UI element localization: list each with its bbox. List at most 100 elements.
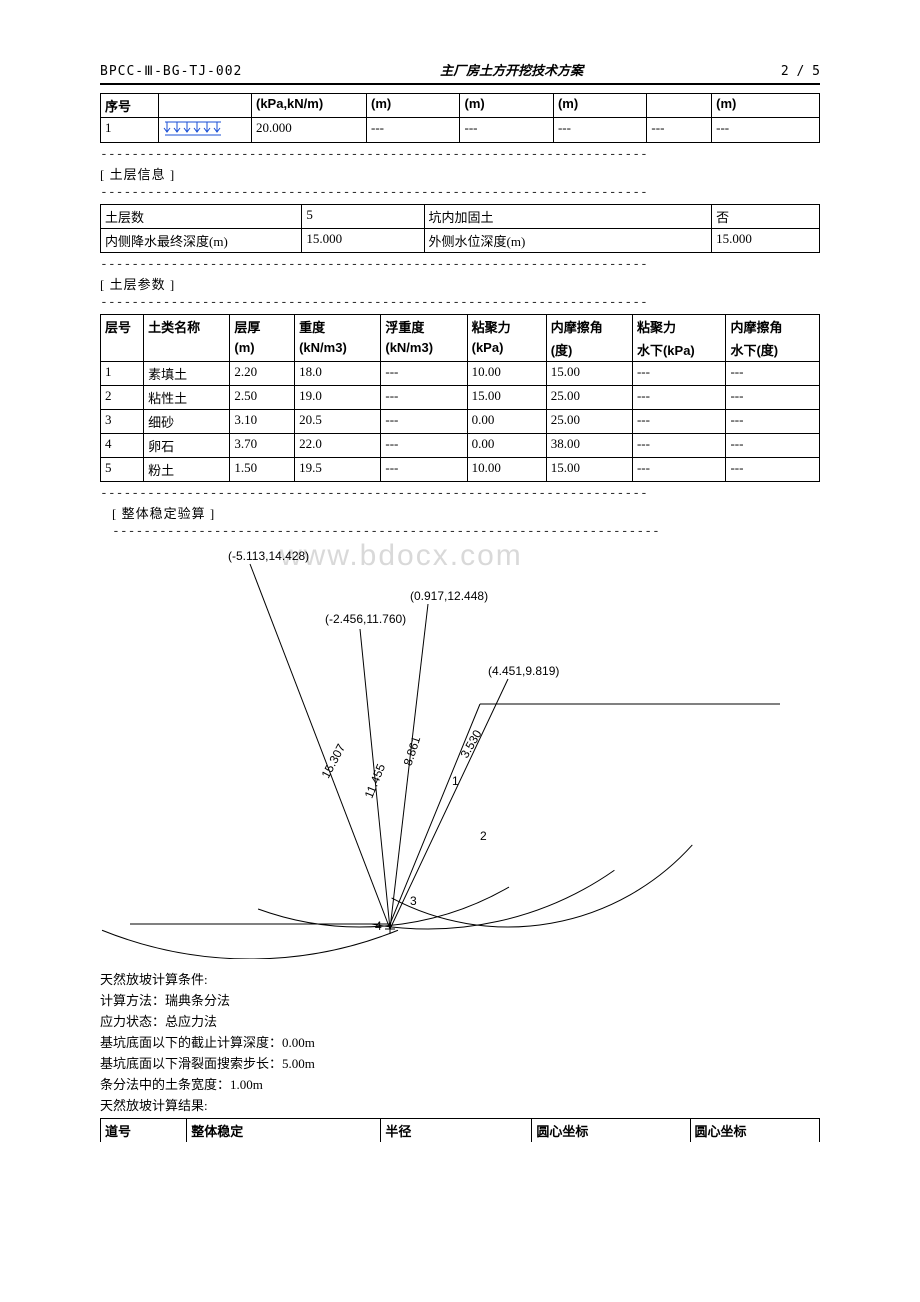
header-rule	[100, 83, 820, 85]
table-header-cell: 半径	[381, 1119, 532, 1143]
divider: ----------------------------------------…	[100, 185, 820, 200]
section-soil-params: [ 土层参数 ]	[100, 274, 820, 293]
table-cell: ---	[381, 458, 467, 482]
table-header-cell: 粘聚力	[467, 315, 546, 339]
results-table: 道号整体稳定半径圆心坐标圆心坐标	[100, 1118, 820, 1142]
table-cell: 10.00	[467, 362, 546, 386]
table-cell: ---	[632, 410, 725, 434]
conditions-title: 天然放坡计算条件:	[100, 969, 820, 988]
table-cell: 5	[101, 458, 144, 482]
table-cell: ---	[726, 458, 820, 482]
table-cell: 4	[101, 434, 144, 458]
section-stability: [ 整体稳定验算 ]	[100, 503, 820, 522]
table-cell: 22.0	[295, 434, 381, 458]
table-cell: 2.20	[230, 362, 295, 386]
table-cell: ---	[632, 434, 725, 458]
table-header-cell: 粘聚力	[632, 315, 725, 339]
table-header-cell: 层厚	[230, 315, 295, 339]
soil-params-table: 层号土类名称层厚重度浮重度粘聚力内摩擦角粘聚力内摩擦角(m)(kN/m3)(kN…	[100, 314, 820, 482]
table-header-cell: (m)	[712, 94, 820, 118]
condition-line: 计算方法：瑞典条分法	[100, 990, 820, 1009]
table-cell: ---	[726, 434, 820, 458]
table-cell: 素填土	[144, 362, 230, 386]
table-header-cell: 内摩擦角	[726, 315, 820, 339]
table-cell: ---	[726, 410, 820, 434]
table-cell: ---	[632, 362, 725, 386]
condition-line: 应力状态：总应力法	[100, 1011, 820, 1030]
table-header-cell: 内摩擦角	[546, 315, 632, 339]
table-header-cell	[647, 94, 712, 118]
table-header-cell: 圆心坐标	[532, 1119, 690, 1143]
table-cell: 15.00	[546, 458, 632, 482]
table-cell: ---	[381, 386, 467, 410]
divider: ----------------------------------------…	[100, 295, 820, 310]
table-header-cell: (度)	[546, 338, 632, 362]
table-cell: 5	[302, 205, 424, 229]
divider: ----------------------------------------…	[100, 147, 820, 162]
table-header-cell: 浮重度	[381, 315, 467, 339]
table-cell: ---	[460, 118, 553, 143]
table-cell: 3.70	[230, 434, 295, 458]
calc-conditions: 天然放坡计算条件: 计算方法：瑞典条分法应力状态：总应力法基坑底面以下的截止计算…	[100, 969, 820, 1114]
diagram-label: (4.451,9.819)	[488, 664, 559, 678]
table-header-cell: (kN/m3)	[295, 338, 381, 362]
table-header-cell: 序号	[101, 94, 159, 118]
table-cell: 15.00	[546, 362, 632, 386]
table-header-cell: 道号	[101, 1119, 187, 1143]
table-cell	[158, 118, 251, 143]
table-header-cell: 整体稳定	[187, 1119, 381, 1143]
table-cell: 粘性土	[144, 386, 230, 410]
table-cell: 20.000	[251, 118, 366, 143]
table-cell: 15.000	[302, 229, 424, 253]
table-header-cell	[158, 94, 251, 118]
divider: ----------------------------------------…	[100, 524, 820, 539]
table-header-cell: (kPa)	[467, 338, 546, 362]
diagram-label: 4	[375, 919, 382, 933]
table-cell: 25.00	[546, 386, 632, 410]
table-cell: ---	[632, 458, 725, 482]
table-cell: 3	[101, 410, 144, 434]
diagram-label: 2	[480, 829, 487, 843]
divider: ----------------------------------------…	[100, 486, 820, 501]
table-header-cell: 水下(度)	[726, 338, 820, 362]
table-cell: 2	[101, 386, 144, 410]
table-cell: ---	[367, 118, 460, 143]
table-header-cell: (kPa,kN/m)	[251, 94, 366, 118]
table-cell: 土层数	[101, 205, 302, 229]
stability-diagram: www.bdocx.com (-5.113,14.428)(-2.456,11.…	[100, 539, 820, 959]
table-cell: ---	[381, 362, 467, 386]
table-cell: 10.00	[467, 458, 546, 482]
table-header-cell: (kN/m3)	[381, 338, 467, 362]
table-cell: ---	[647, 118, 712, 143]
doc-code: BPCC-Ⅲ-BG-TJ-002	[100, 64, 242, 79]
table-cell: 内侧降水最终深度(m)	[101, 229, 302, 253]
table-cell: 2.50	[230, 386, 295, 410]
table-header-cell: (m)	[460, 94, 553, 118]
results-title: 天然放坡计算结果:	[100, 1095, 820, 1114]
table-cell: 粉土	[144, 458, 230, 482]
table-cell: ---	[632, 386, 725, 410]
table-cell: 38.00	[546, 434, 632, 458]
diagram-label: (0.917,12.448)	[410, 589, 488, 603]
table-header-cell: (m)	[553, 94, 646, 118]
divider: ----------------------------------------…	[100, 257, 820, 272]
diagram-label: (-2.456,11.760)	[325, 612, 406, 626]
section-soil-info: [ 土层信息 ]	[100, 164, 820, 183]
table-cell: 0.00	[467, 410, 546, 434]
table-cell: 1	[101, 362, 144, 386]
table-cell: 20.5	[295, 410, 381, 434]
soil-info-table: 土层数5坑内加固土否内侧降水最终深度(m)15.000外侧水位深度(m)15.0…	[100, 204, 820, 253]
table-cell: 3.10	[230, 410, 295, 434]
table-header-cell: (m)	[230, 338, 295, 362]
table-header-cell: (m)	[367, 94, 460, 118]
table-cell: 卵石	[144, 434, 230, 458]
table-cell: 19.0	[295, 386, 381, 410]
doc-header: BPCC-Ⅲ-BG-TJ-002 主厂房土方开挖技术方案 2 / 5	[100, 60, 820, 79]
table-header-cell: 土类名称	[144, 315, 230, 339]
table-cell: 否	[712, 205, 820, 229]
condition-line: 条分法中的土条宽度：1.00m	[100, 1074, 820, 1093]
condition-line: 基坑底面以下滑裂面搜索步长：5.00m	[100, 1053, 820, 1072]
table-cell: 15.00	[467, 386, 546, 410]
table-header-cell: 水下(kPa)	[632, 338, 725, 362]
loads-table: 序号(kPa,kN/m)(m)(m)(m)(m)120.000---------…	[100, 93, 820, 143]
